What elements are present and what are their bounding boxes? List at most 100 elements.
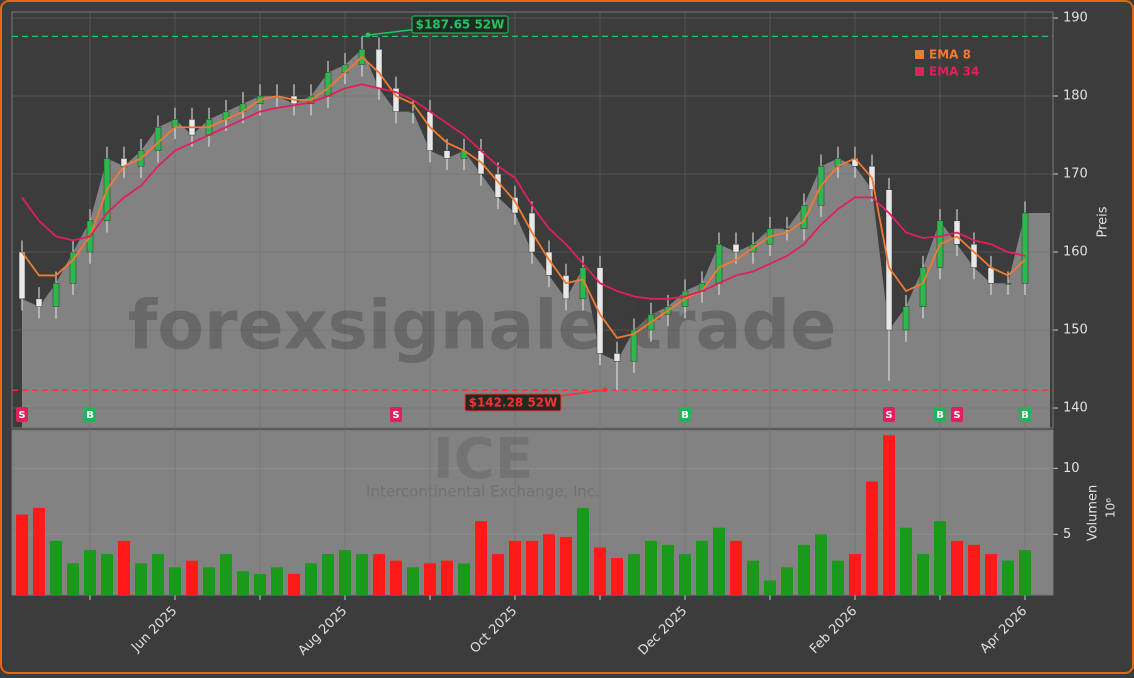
volume-bar [543, 534, 555, 595]
signal-badge [16, 407, 28, 422]
legend-swatch [915, 50, 924, 59]
volume-bar [135, 563, 147, 595]
candle-body [596, 267, 604, 354]
volume-bar [662, 544, 674, 595]
volume-bar [67, 563, 79, 595]
volume-bar [679, 554, 691, 595]
y-axis-label: Preis [1096, 206, 1111, 237]
watermark-company: Intercontinental Exchange, Inc. [366, 483, 600, 501]
signal-label: B [1021, 410, 1029, 421]
volume-bar [356, 554, 368, 595]
candle-body [1021, 212, 1029, 284]
volume-bar [985, 554, 997, 595]
volume-bar [186, 560, 198, 595]
volume-bar [1002, 560, 1014, 595]
signal-label: B [86, 410, 94, 421]
watermark-ticker: ICE [433, 427, 533, 492]
volume-bar [577, 507, 589, 595]
price-panel-border [11, 11, 1054, 429]
volume-bar [220, 554, 232, 595]
volume-bar [84, 550, 96, 595]
volume-bar [781, 567, 793, 595]
signal-label: S [392, 410, 399, 421]
arrow-head [365, 32, 371, 38]
volume-bar [968, 544, 980, 595]
volume-bar [50, 540, 62, 595]
candle-body [409, 111, 417, 113]
y-tick-label: 140 [1063, 401, 1088, 416]
volume-bar [917, 554, 929, 595]
volume-bar [288, 573, 300, 595]
legend-label: EMA 8 [929, 48, 971, 62]
candle-body [885, 189, 893, 331]
volume-bar [373, 554, 385, 595]
volume-bar [458, 563, 470, 595]
signal-label: S [18, 410, 25, 421]
volume-bar [16, 514, 28, 595]
volume-bar [849, 554, 861, 595]
volume-bar [832, 560, 844, 595]
volume-bar [798, 544, 810, 595]
legend-label: EMA 34 [929, 65, 979, 79]
extreme-box [411, 15, 509, 34]
candle-body [613, 353, 621, 362]
volume-bar [526, 540, 538, 595]
volume-bar [730, 540, 742, 595]
volume-bar [866, 481, 878, 595]
candle-body [324, 72, 332, 97]
candle-body [987, 267, 995, 284]
candle-body [392, 87, 400, 112]
y-tick-label: 10 [1063, 461, 1080, 476]
signal-badge [390, 407, 402, 422]
arrow-head [602, 387, 608, 393]
extreme-label: $187.65 52W [416, 18, 505, 32]
y-tick-label: 190 [1063, 11, 1088, 26]
volume-bar [696, 540, 708, 595]
signal-badge [883, 407, 895, 422]
volume-bar [764, 580, 776, 595]
volume-bar [475, 521, 487, 595]
volume-bar [407, 567, 419, 595]
signal-badge [84, 407, 96, 422]
candle-body [783, 228, 791, 230]
signal-badge [934, 407, 946, 422]
signal-label: B [936, 410, 944, 421]
candle-body [171, 119, 179, 128]
volume-bar [305, 563, 317, 595]
candle-body [375, 48, 383, 89]
signal-badge [1019, 407, 1031, 422]
candle-body [52, 282, 60, 307]
candle-body [970, 243, 978, 268]
volume-bar [951, 540, 963, 595]
y-tick-label: 5 [1063, 527, 1071, 542]
volume-bar [747, 560, 759, 595]
volume-axis-label: Volumen [1086, 485, 1101, 542]
volume-bar [594, 547, 606, 595]
volume-bar [101, 554, 113, 595]
volume-bar [900, 527, 912, 595]
volume-bar [322, 554, 334, 595]
volume-bar [883, 435, 895, 595]
candle-body [154, 126, 162, 151]
signal-label: B [681, 410, 689, 421]
volume-bar [203, 567, 215, 595]
volume-bar [424, 563, 436, 595]
volume-bar [628, 554, 640, 595]
volume-bar [169, 567, 181, 595]
volume-bar [815, 534, 827, 595]
extreme-label: $142.28 52W [469, 396, 558, 410]
volume-bar [934, 521, 946, 595]
legend-swatch [915, 67, 924, 76]
candle-body [630, 329, 638, 362]
volume-bar [118, 540, 130, 595]
volume-scale-label: 10⁶ [1104, 498, 1118, 518]
volume-bar [560, 536, 572, 595]
volume-bar [152, 554, 164, 595]
candle-body [579, 267, 587, 300]
candle-body [35, 298, 43, 307]
volume-bar [611, 558, 623, 595]
candle-body [18, 251, 26, 300]
volume-bar [33, 507, 45, 595]
candle-body [800, 204, 808, 229]
price-area [22, 49, 1050, 429]
